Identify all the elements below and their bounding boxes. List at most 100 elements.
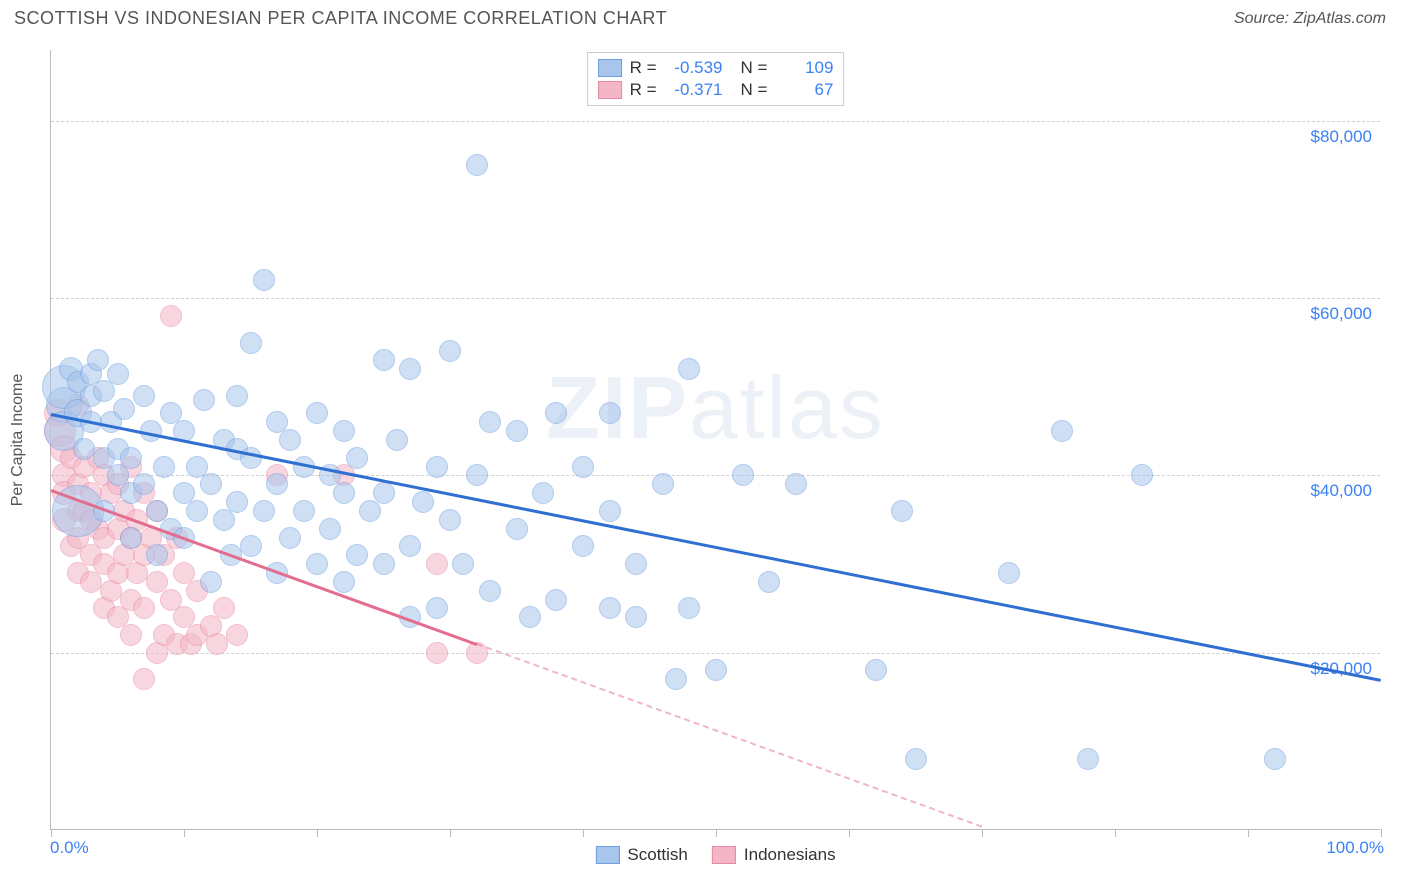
scottish-point [479,580,501,602]
scottish-point [186,500,208,522]
scottish-point [153,456,175,478]
legend-series-label: Scottish [627,845,687,865]
scottish-point [333,420,355,442]
n-value: 67 [775,80,833,100]
legend-stat-row: R =-0.539N =109 [598,57,834,79]
scottish-point [452,553,474,575]
legend-swatch [598,59,622,77]
scottish-point [625,606,647,628]
scottish-point [213,509,235,531]
legend-series-label: Indonesians [744,845,836,865]
scottish-point [506,518,528,540]
scottish-point [240,535,262,557]
indonesian-point [426,553,448,575]
scottish-point [200,473,222,495]
scottish-point [678,358,700,380]
scottish-point [665,668,687,690]
scottish-point [1051,420,1073,442]
scottish-point [891,500,913,522]
scottish-point [113,398,135,420]
series-legend: Scottish Indonesians [595,845,835,865]
n-label: N = [741,58,768,78]
scottish-point [346,447,368,469]
scottish-point [266,473,288,495]
scottish-point [373,482,395,504]
scottish-point [333,571,355,593]
x-tick [1115,829,1116,837]
scottish-point [545,402,567,424]
x-tick [583,829,584,837]
scottish-point [599,402,621,424]
scottish-point [253,500,275,522]
n-label: N = [741,80,768,100]
scottish-point [373,553,395,575]
scottish-point [1077,748,1099,770]
scottish-point [133,473,155,495]
scottish-point [386,429,408,451]
scottish-point [359,500,381,522]
scottish-point [333,482,355,504]
indonesians-trend-extrapolation [476,643,982,828]
scottish-point [399,535,421,557]
x-tick [184,829,185,837]
x-tick [317,829,318,837]
scottish-point [545,589,567,611]
scottish-point [1264,748,1286,770]
scottish-point [399,358,421,380]
scottish-point [73,438,95,460]
scottish-point [479,411,501,433]
scottish-point [306,402,328,424]
scottish-point [319,518,341,540]
scottish-point [146,544,168,566]
scottish-point [426,456,448,478]
scottish-point [120,527,142,549]
scottish-point [279,429,301,451]
grid-line [51,475,1380,476]
scottish-point [506,420,528,442]
scottish-point [572,456,594,478]
r-label: R = [630,58,657,78]
x-tick [1248,829,1249,837]
x-tick [982,829,983,837]
y-tick-label: $80,000 [1311,127,1372,147]
x-tick [450,829,451,837]
indonesian-point [133,668,155,690]
scottish-point [599,597,621,619]
scottish-point [705,659,727,681]
scottish-point [905,748,927,770]
scottish-point [120,447,142,469]
y-tick-label: $60,000 [1311,304,1372,324]
y-tick-label: $40,000 [1311,481,1372,501]
indonesian-point [213,597,235,619]
x-axis-min-label: 0.0% [50,838,89,858]
indonesian-point [426,642,448,664]
x-tick [51,829,52,837]
scottish-point [439,340,461,362]
indonesian-point [80,571,102,593]
y-axis-label: Per Capita Income [9,374,27,507]
scottish-point [346,544,368,566]
indonesian-point [133,597,155,619]
scottish-point [678,597,700,619]
scottish-point [240,332,262,354]
grid-line [51,653,1380,654]
indonesian-point [226,624,248,646]
scottish-point [652,473,674,495]
chart-plot-area: ZIPatlas R =-0.539N =109R =-0.371N =67 S… [50,50,1380,830]
scottish-point [279,527,301,549]
scottish-point [373,349,395,371]
x-tick [1381,829,1382,837]
scottish-point [293,500,315,522]
watermark: ZIPatlas [546,357,885,459]
legend-swatch [598,81,622,99]
x-tick [716,829,717,837]
r-value: -0.371 [665,80,723,100]
n-value: 109 [775,58,833,78]
scottish-point [253,269,275,291]
indonesian-point [160,305,182,327]
scottish-point [426,597,448,619]
scottish-point [732,464,754,486]
chart-title: SCOTTISH VS INDONESIAN PER CAPITA INCOME… [14,8,667,29]
scottish-point [226,491,248,513]
x-axis-max-label: 100.0% [1326,838,1384,858]
